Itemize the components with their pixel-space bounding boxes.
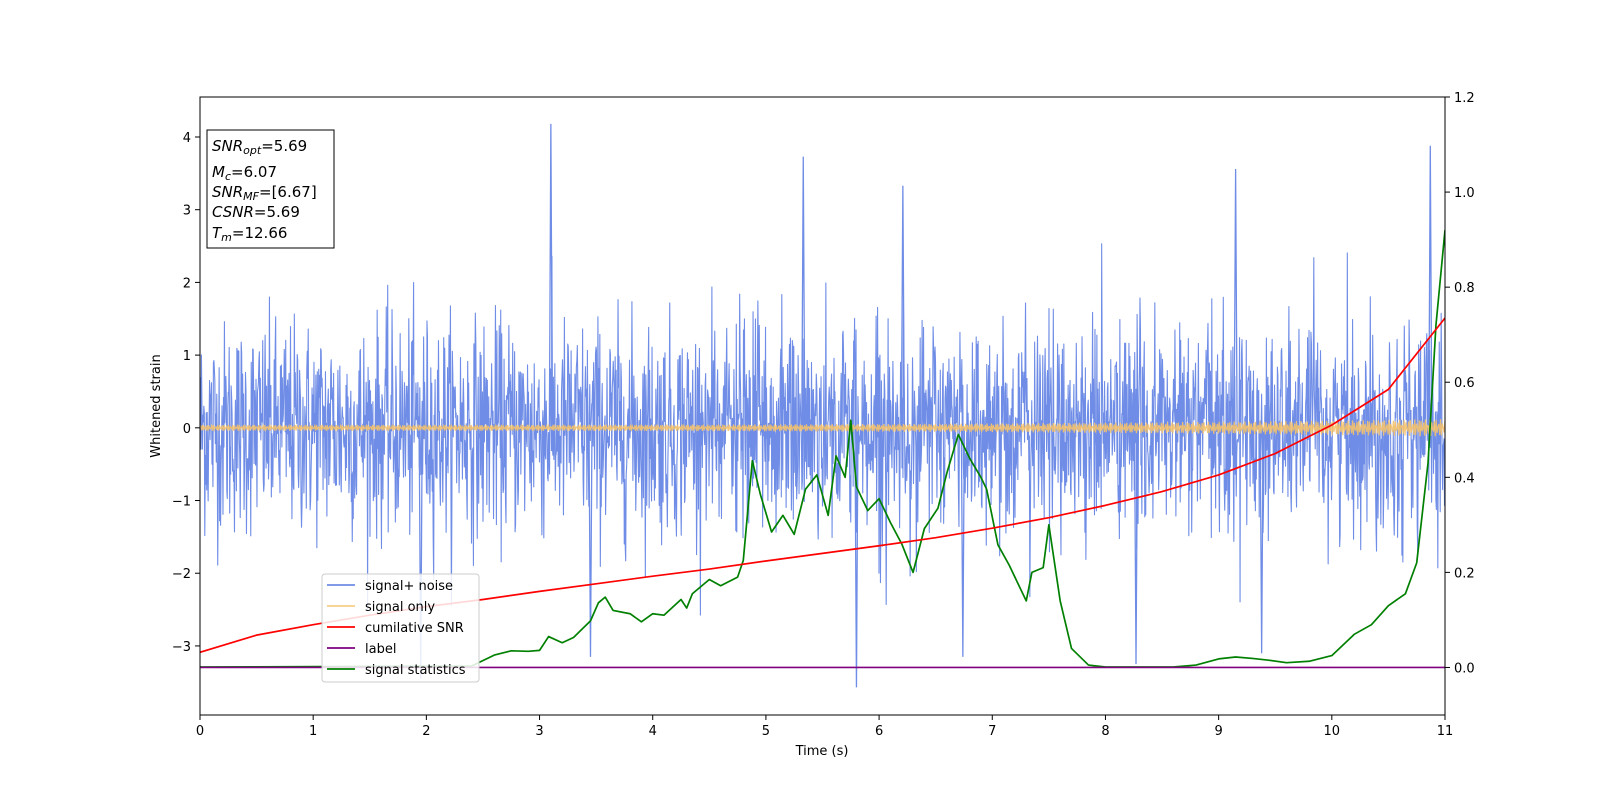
noise-spike [548, 123, 554, 428]
y-axis-label: Whitened strain [149, 354, 164, 457]
y-right-tick-label: 0.6 [1454, 376, 1475, 391]
noise-spike [854, 427, 859, 688]
noise-spike [588, 427, 593, 657]
x-tick-label: 11 [1437, 724, 1454, 739]
legend-entry: cumilative SNR [365, 621, 464, 636]
series-signal-noise [200, 123, 1445, 688]
y-left-tick-label: 2 [183, 276, 191, 291]
y-axis-left: −3 −2 −1 0 1 2 3 4 [172, 131, 200, 655]
x-tick-label: 5 [762, 724, 770, 739]
annotation-line: CSNR=5.69 [212, 203, 300, 221]
x-tick-label: 2 [422, 724, 430, 739]
series-signal-only-line [200, 419, 1445, 437]
noise-spike [960, 427, 965, 657]
y-right-tick-label: 0.8 [1454, 281, 1475, 296]
legend: signal+ noise signal only cumilative SNR la… [321, 573, 480, 683]
y-right-tick-label: 1.0 [1454, 186, 1475, 201]
annotation-line: SNRopt=5.69 [212, 137, 307, 157]
x-tick-label: 10 [1324, 724, 1341, 739]
legend-entry: signal+ noise [365, 579, 453, 594]
noise-spike [801, 156, 806, 428]
y-left-tick-label: −1 [172, 495, 191, 510]
noise-spike [1428, 145, 1433, 428]
y-left-tick-label: 4 [183, 131, 191, 146]
y-left-tick-label: 0 [183, 422, 191, 437]
plot-area [200, 123, 1445, 688]
noise-spike [1259, 427, 1264, 654]
y-left-tick-label: −2 [172, 567, 191, 582]
x-tick-label: 9 [1214, 724, 1222, 739]
x-tick-label: 7 [988, 724, 996, 739]
y-left-tick-label: 1 [183, 349, 191, 364]
x-axis: 0 1 2 3 4 5 6 7 8 9 10 11 [196, 715, 1453, 739]
annotation-frame [206, 129, 335, 249]
series-signal-noise-line [200, 243, 1445, 616]
x-tick-label: 0 [196, 724, 204, 739]
annotation-line: SNRMF=[6.67] [212, 183, 317, 203]
y-right-tick-label: 0.2 [1454, 566, 1475, 581]
legend-entry: signal statistics [365, 663, 466, 678]
annotation-line: Tm=12.66 [212, 224, 287, 244]
x-tick-label: 3 [535, 724, 543, 739]
annotation-line: Mc=6.07 [212, 163, 277, 183]
y-right-tick-label: 0.4 [1454, 471, 1475, 486]
legend-entry: signal only [365, 600, 435, 615]
axes-frame [199, 96, 1446, 716]
x-tick-label: 6 [875, 724, 883, 739]
y-right-tick-label: 0.0 [1454, 661, 1475, 676]
series-signal-statistics-line [200, 230, 1445, 668]
noise-spike [1133, 427, 1139, 665]
x-tick-label: 8 [1101, 724, 1109, 739]
legend-frame [321, 573, 480, 683]
y-left-tick-label: 3 [183, 204, 191, 219]
y-right-tick-label: 1.2 [1454, 91, 1475, 106]
y-axis-right: 0.0 0.2 0.4 0.6 0.8 1.0 1.2 [1445, 91, 1475, 676]
series-signal-only [200, 419, 1445, 437]
x-axis-label: Time (s) [795, 744, 849, 759]
x-tick-label: 1 [309, 724, 317, 739]
legend-entry: label [365, 642, 396, 657]
noise-spike [900, 185, 906, 428]
noise-spike [1233, 168, 1238, 428]
y-left-tick-label: −3 [172, 640, 191, 655]
x-tick-label: 4 [649, 724, 657, 739]
